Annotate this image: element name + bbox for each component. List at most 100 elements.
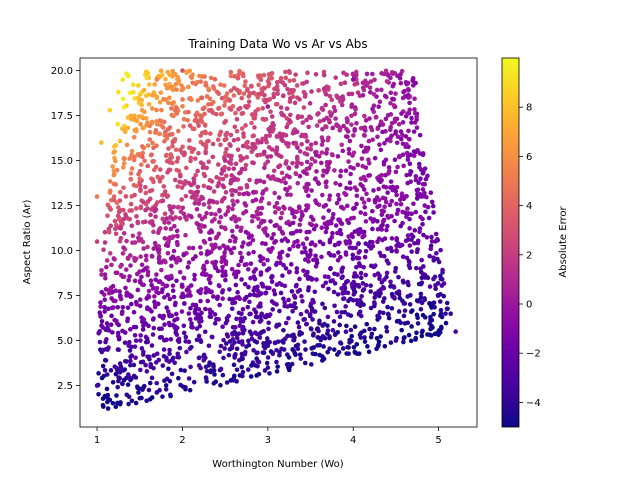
scatter-point (389, 198, 395, 204)
scatter-point (137, 297, 143, 302)
scatter-point (277, 281, 282, 286)
scatter-point (443, 320, 449, 326)
scatter-point (164, 136, 170, 141)
scatter-point (352, 82, 357, 87)
scatter-point (337, 322, 343, 328)
scatter-point (382, 204, 387, 210)
scatter-point (219, 199, 225, 204)
scatter-point (327, 346, 332, 351)
scatter-point (175, 351, 181, 357)
scatter-point (304, 79, 310, 85)
scatter-point (371, 188, 376, 193)
scatter-point (284, 124, 289, 130)
scatter-point (363, 118, 369, 123)
scatter-point (121, 161, 127, 166)
scatter-point (199, 130, 205, 136)
scatter-point (146, 323, 151, 329)
scatter-point (271, 231, 276, 237)
scatter-point (362, 254, 368, 260)
scatter-point (350, 234, 355, 240)
scatter-point (424, 194, 429, 200)
scatter-point (145, 143, 151, 148)
scatter-point (165, 309, 171, 314)
scatter-point (222, 164, 227, 170)
scatter-point (172, 108, 178, 113)
scatter-point (308, 248, 313, 253)
scatter-point (96, 371, 101, 376)
scatter-point (332, 108, 338, 114)
scatter-point (384, 270, 390, 276)
scatter-point (279, 210, 285, 216)
scatter-point (128, 201, 134, 207)
scatter-point (320, 138, 326, 144)
scatter-point (181, 124, 186, 129)
scatter-point (414, 330, 419, 336)
scatter-point (362, 204, 367, 210)
scatter-point (257, 178, 263, 184)
scatter-point (141, 268, 146, 273)
scatter-point (218, 82, 223, 87)
scatter-point (197, 316, 202, 321)
scatter-point (388, 90, 394, 96)
scatter-point (256, 224, 262, 229)
scatter-point (245, 231, 251, 236)
scatter-point (147, 129, 153, 135)
scatter-point (322, 305, 328, 311)
scatter-point (361, 264, 366, 270)
scatter-point (257, 335, 263, 340)
scatter-point (241, 131, 246, 136)
scatter-point (212, 372, 217, 377)
scatter-point (290, 308, 295, 314)
scatter-point (143, 257, 149, 263)
scatter-point (208, 75, 214, 81)
scatter-point (194, 206, 200, 212)
scatter-point (439, 283, 445, 288)
scatter-point (179, 309, 185, 314)
scatter-point (210, 110, 216, 116)
scatter-point (167, 378, 173, 384)
scatter-point (103, 339, 108, 345)
scatter-point (187, 123, 193, 128)
scatter-point (394, 236, 399, 241)
scatter-point (394, 211, 400, 217)
scatter-point (246, 338, 251, 344)
scatter-point (134, 118, 140, 124)
scatter-point (111, 172, 117, 178)
scatter-point (196, 123, 201, 128)
scatter-point (218, 111, 224, 117)
scatter-point (187, 289, 192, 295)
scatter-point (349, 333, 355, 339)
scatter-point (394, 140, 400, 146)
scatter-point (241, 73, 246, 79)
scatter-point (283, 161, 289, 166)
scatter-point (201, 183, 207, 189)
scatter-point (203, 143, 209, 148)
scatter-point (111, 168, 117, 173)
scatter-point (99, 140, 104, 145)
scatter-point (115, 121, 120, 127)
scatter-point (339, 286, 344, 291)
scatter-point (103, 287, 109, 292)
scatter-point (412, 96, 417, 101)
scatter-point (221, 337, 226, 343)
scatter-point (176, 375, 181, 381)
scatter-point (303, 134, 309, 140)
scatter-point (138, 333, 143, 338)
scatter-point (132, 192, 137, 198)
scatter-point (330, 211, 336, 217)
scatter-point (107, 179, 113, 184)
scatter-point (337, 127, 343, 133)
scatter-point (413, 337, 418, 342)
colorbar-label: Absolute Error (558, 205, 569, 277)
scatter-point (170, 143, 175, 149)
scatter-point (105, 395, 110, 400)
scatter-point (239, 311, 244, 317)
scatter-point (129, 223, 135, 229)
scatter-point (361, 132, 367, 138)
scatter-point (130, 233, 136, 239)
scatter-point (170, 139, 175, 145)
scatter-point (225, 208, 231, 214)
scatter-point (351, 285, 357, 290)
scatter-point (337, 227, 343, 233)
scatter-point (313, 71, 319, 77)
